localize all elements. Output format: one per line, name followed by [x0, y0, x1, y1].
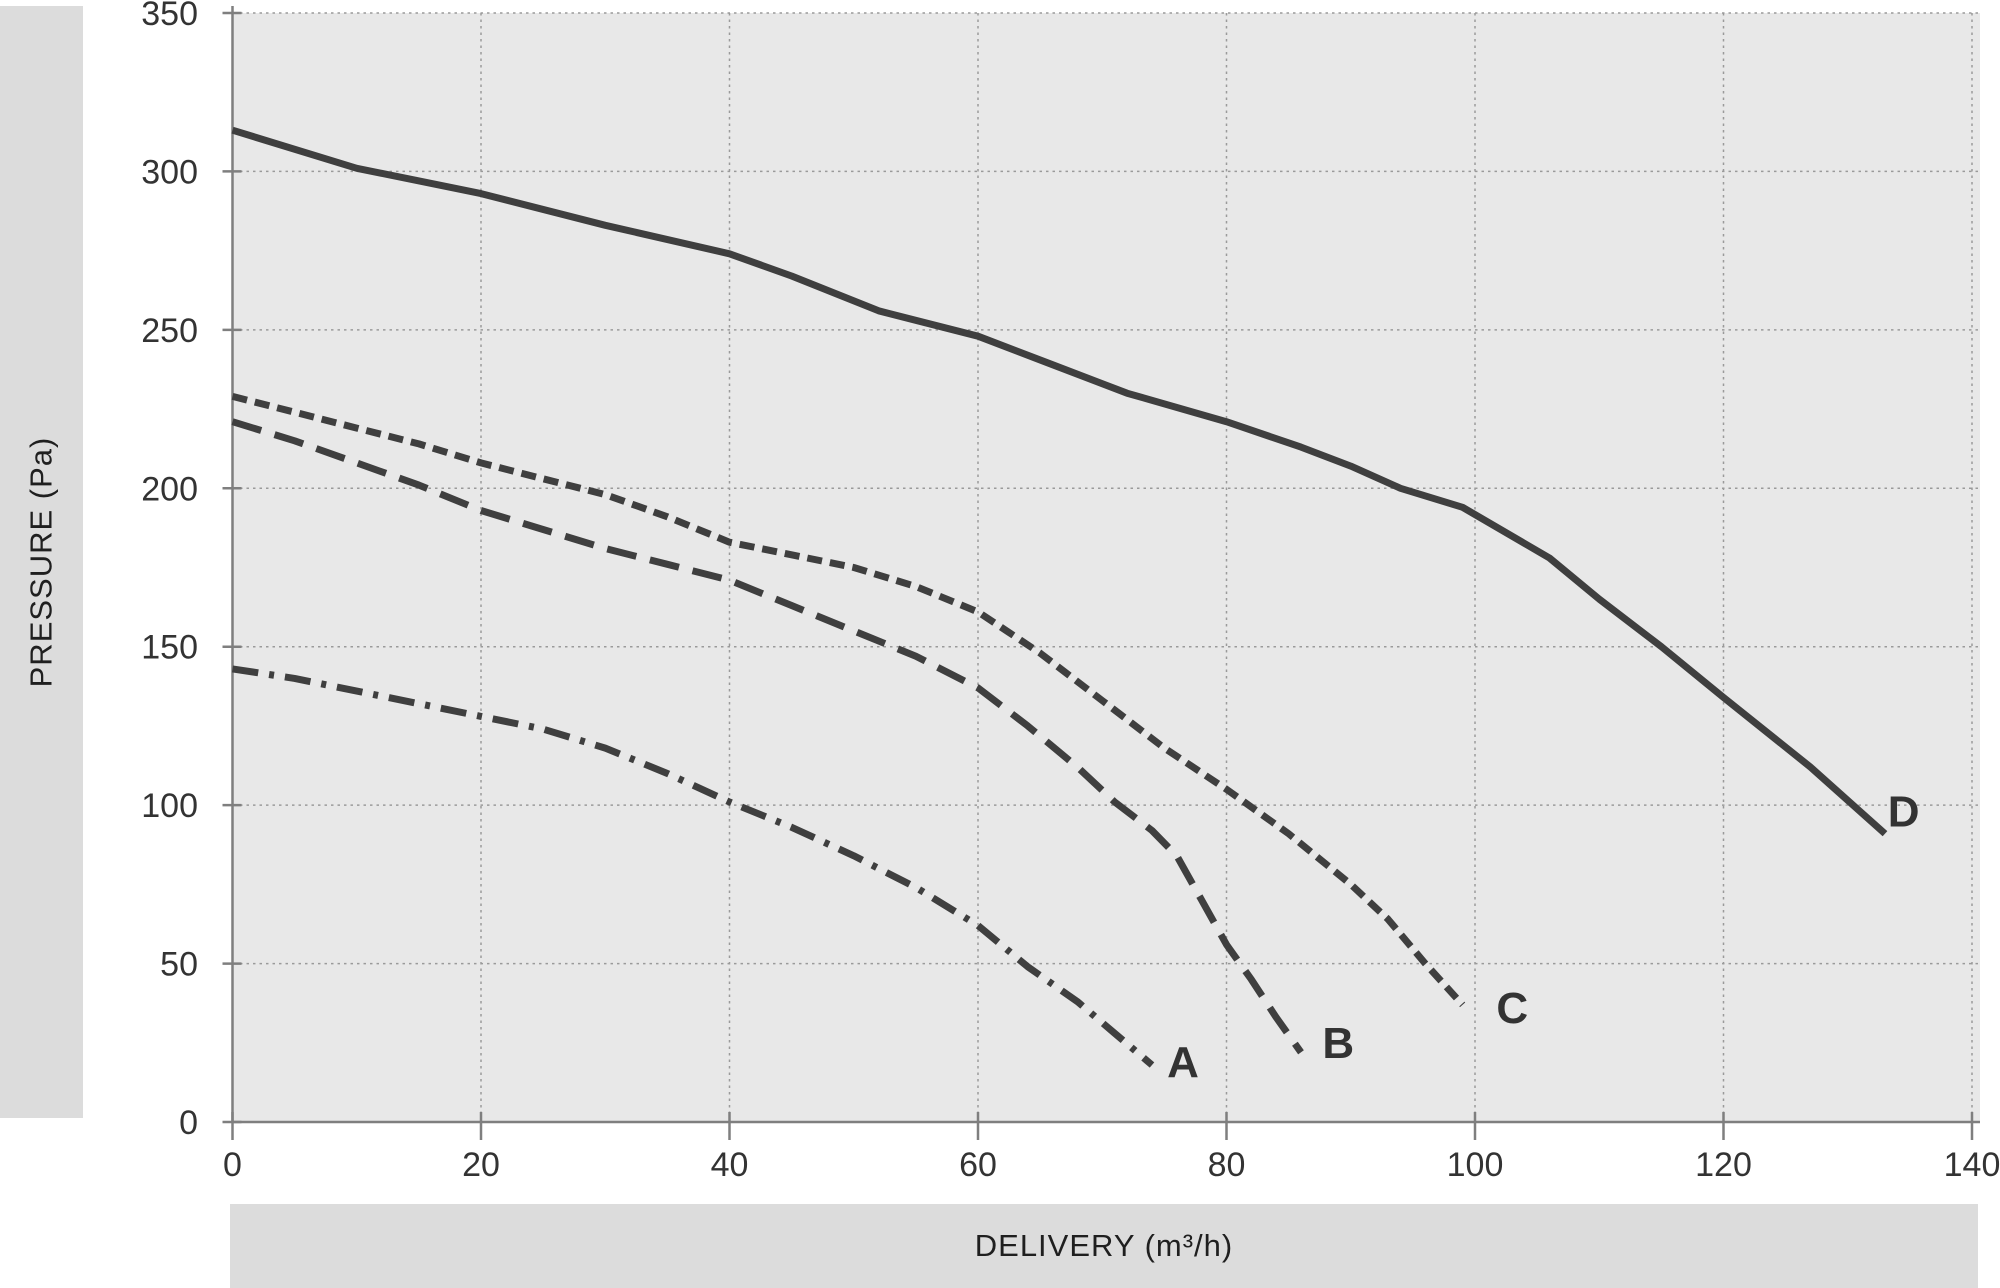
y-tick-label-350: 350: [141, 0, 198, 33]
curve-A: [231, 665, 1155, 1068]
curve-D: [231, 126, 1888, 837]
plot-area-background: [233, 13, 1980, 1122]
curve-label-C: C: [1496, 984, 1528, 1033]
y-tick-label-300: 300: [141, 153, 198, 191]
x-tick-label-20: 20: [462, 1146, 500, 1184]
y-tick-label-150: 150: [141, 629, 198, 667]
curve-label-A: A: [1167, 1038, 1199, 1087]
x-tick-label-60: 60: [959, 1146, 997, 1184]
curve-B: [231, 418, 1304, 1055]
x-axis-label-strip: DELIVERY (m³/h): [230, 1204, 1978, 1288]
x-tick-label-120: 120: [1695, 1146, 1752, 1184]
y-axis-label-strip: PRESSURE (Pa): [0, 6, 83, 1118]
x-tick-label-100: 100: [1447, 1146, 1504, 1184]
curve-C: [231, 393, 1466, 1008]
x-axis-title: DELIVERY (m³/h): [974, 1228, 1234, 1263]
x-tick-label-140: 140: [1944, 1146, 2000, 1184]
y-tick-label-50: 50: [160, 946, 198, 984]
curve-label-B: B: [1322, 1019, 1354, 1068]
x-tick-label-80: 80: [1208, 1146, 1246, 1184]
curve-label-D: D: [1888, 787, 1920, 836]
y-tick-label-250: 250: [141, 312, 198, 350]
y-tick-label-100: 100: [141, 787, 198, 825]
x-tick-label-0: 0: [223, 1146, 242, 1184]
y-tick-label-0: 0: [179, 1104, 198, 1142]
x-tick-label-40: 40: [711, 1146, 749, 1184]
y-tick-label-200: 200: [141, 470, 198, 508]
